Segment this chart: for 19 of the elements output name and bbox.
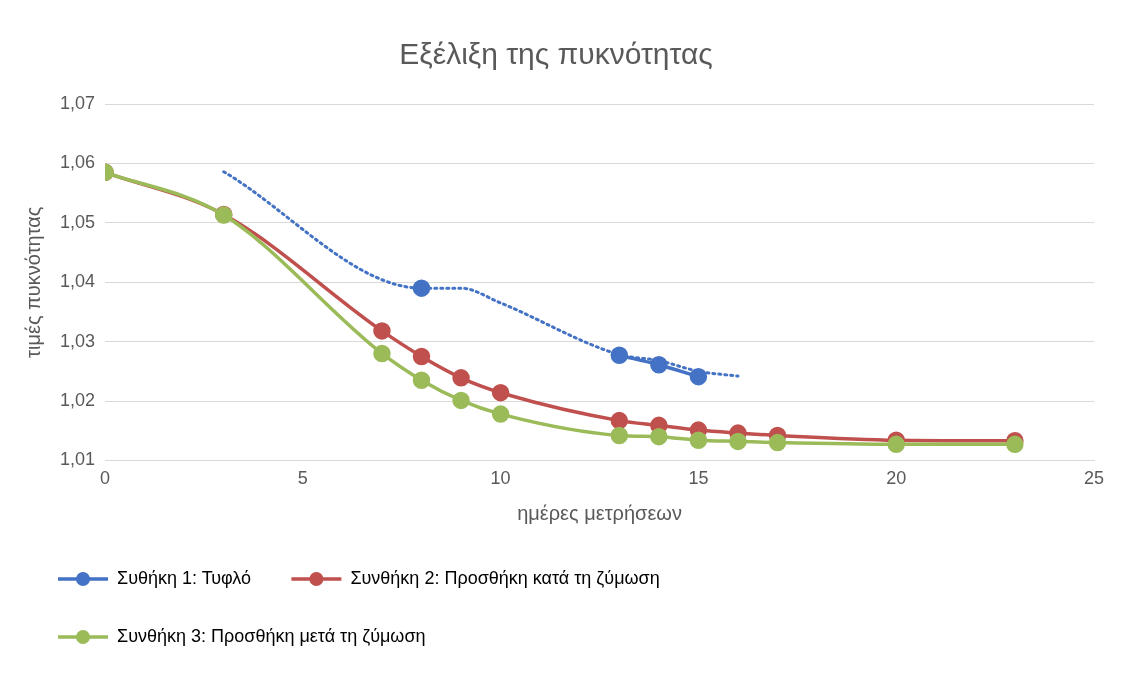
x-tick-label: 20 (886, 468, 907, 489)
x-axis-title: ημέρες μετρήσεων (517, 501, 682, 524)
x-tick-label: 0 (100, 468, 111, 489)
y-axis-title: τιμές πυκνότητας (21, 206, 44, 358)
y-tick-label: 1,01 (59, 449, 96, 470)
legend-label: Συνθήκη 3: Προσθήκη μετά τη ζύμωση (117, 625, 426, 646)
y-tick-label: 1,07 (59, 92, 96, 113)
y-tick-label: 1,05 (59, 211, 96, 232)
y-tick-label: 1,02 (59, 389, 96, 410)
chart-title: Εξέλιξη της πυκνότητας (399, 37, 713, 71)
y-tick-label: 1,06 (59, 152, 96, 173)
legend-label: Συθήκη 1: Τυφλό (117, 567, 252, 588)
x-tick-label: 5 (297, 468, 308, 489)
x-tick-label: 10 (490, 468, 511, 489)
y-tick-label: 1,03 (59, 330, 96, 351)
legend-label: Συνθήκη 2: Προσθήκη κατά τη ζύμωση (350, 567, 660, 588)
x-tick-label: 25 (1083, 468, 1105, 489)
x-tick-label: 15 (688, 468, 709, 489)
y-tick-label: 1,04 (59, 271, 96, 292)
